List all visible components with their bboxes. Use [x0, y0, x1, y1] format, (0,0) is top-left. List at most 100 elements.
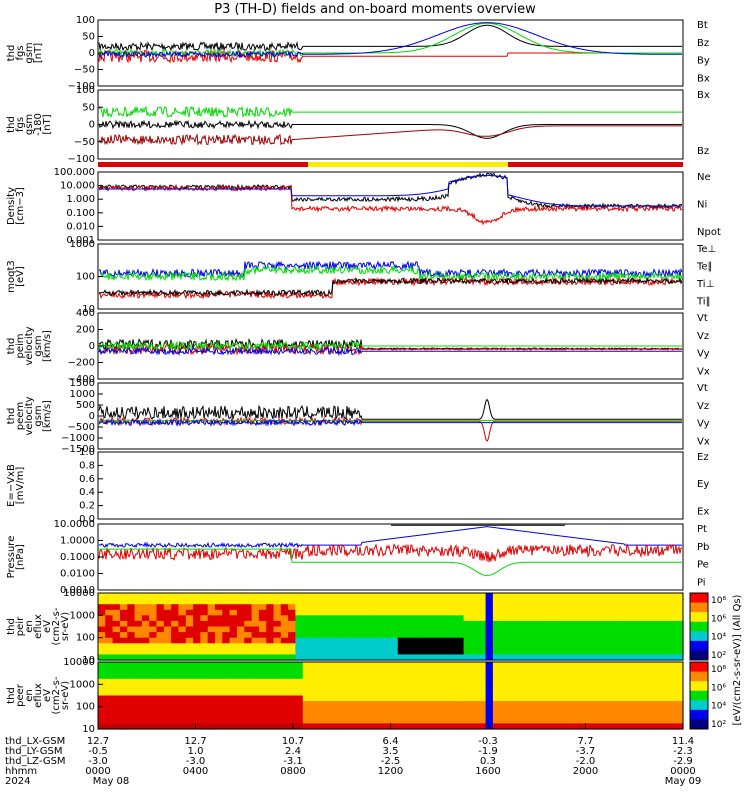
vz-line — [98, 342, 683, 356]
fgs_dsl-ylabel: -180 — [33, 113, 44, 136]
fgs_gsm-ytick: −100 — [68, 81, 95, 92]
ni-line — [98, 171, 682, 210]
x-tick-ly: -3.7 — [576, 746, 596, 757]
fgs_dsl-ylabel: [nT] — [42, 114, 53, 134]
fgs_dsl-ytick: 0 — [89, 120, 95, 131]
x-row-label: thd_LX-GSM — [5, 736, 65, 747]
peir_eflux-ylabel: sr-eV) — [60, 612, 71, 641]
peir_eflux-frame — [97, 592, 684, 661]
peem_velocity-ytick: 500 — [76, 400, 95, 411]
peem_velocity-ylabel: velocity — [24, 396, 35, 435]
pressure-ylabel: [nPa] — [15, 544, 26, 570]
colorbar-tick: 10² — [711, 720, 726, 730]
x-tick-lx: 7.7 — [578, 736, 594, 747]
temperature-legend-Ti⊥: Ti⊥ — [696, 279, 714, 290]
density-ytick: 0.010 — [66, 221, 95, 232]
efield-ytick: 0.6 — [79, 474, 95, 485]
colorbar-segment — [690, 671, 708, 682]
vy-line — [98, 340, 682, 352]
colorbar-tick: 10⁴ — [711, 633, 726, 643]
fgs_dsl-legend-Bz: Bz — [697, 146, 709, 157]
efield-frame — [97, 451, 684, 520]
temperature-legend-Te∥: Te∥ — [696, 261, 713, 272]
peir_eflux-ylabel: en — [24, 620, 35, 633]
peem_velocity-ytick: 1000 — [70, 389, 95, 400]
x-tick-hhmm: 0000 — [85, 766, 110, 777]
fgs_dsl-ytick: −50 — [74, 137, 95, 148]
fgs_gsm-ytick: 50 — [82, 32, 95, 43]
vx-line — [98, 346, 682, 357]
tepar-line — [98, 276, 683, 298]
temperature-ytick: 100 — [76, 272, 95, 283]
temperature-ytick: 10 — [82, 304, 95, 315]
fgs_gsm-legend-Bt: Bt — [697, 20, 708, 31]
temperature-legend-Ti∥: Ti∥ — [696, 296, 711, 307]
peem_velocity-legend-Vt: Vt — [697, 383, 708, 394]
x-tick-lz: 0.3 — [480, 756, 496, 767]
fgs_gsm-ytick: 100 — [76, 15, 95, 26]
peem_velocity-ylabel: gsm — [33, 405, 44, 426]
x-tick-lx: 10.7 — [282, 736, 304, 747]
x-tick-lz: -3.1 — [283, 756, 303, 767]
peim_velocity-ytick: −400 — [68, 374, 95, 385]
x-tick-lx: -0.3 — [478, 736, 498, 747]
efield-legend-Ey: Ey — [697, 479, 709, 490]
colorbar-tick: 10⁶ — [711, 614, 726, 624]
x-tick-hhmm: 1200 — [378, 766, 403, 777]
peer_eflux-ylabel: eV — [42, 689, 53, 702]
pressure-ytick: 0.1000 — [60, 552, 95, 563]
peem_velocity-legend-Vx: Vx — [697, 436, 710, 447]
efield-legend-Ez: Ez — [697, 452, 709, 463]
peir_eflux-ylabel: (cm2-s- — [51, 607, 62, 645]
temperature-ylabel: [eV] — [15, 266, 26, 287]
colorbar-segment — [690, 602, 708, 613]
peer_eflux-ylabel: en — [24, 689, 35, 702]
fgs_gsm-legend-Bx: Bx — [697, 73, 710, 84]
peer-spectrogram — [98, 662, 684, 730]
density-ytick: 10.000 — [60, 181, 95, 192]
pressure-ytick: 10.0000 — [54, 519, 95, 530]
x-tick-lz: -2.0 — [576, 756, 596, 767]
colorbar-segment — [690, 681, 708, 692]
peim_velocity-ylabel: thd — [6, 338, 17, 355]
x-tick-hhmm: 0800 — [280, 766, 305, 777]
peir_eflux-ytick: 100 — [76, 633, 95, 644]
colorbar-frame — [689, 661, 709, 730]
efield-legend-Ex: Ex — [697, 506, 709, 517]
b2-line — [98, 119, 682, 139]
fgs_gsm-legend-By: By — [697, 56, 710, 67]
peem_velocity-ylabel: [km/s] — [42, 400, 53, 432]
peim_velocity-legend-Vt: Vt — [697, 313, 708, 324]
bx-line — [98, 22, 682, 59]
temperature-legend-Te⊥: Te⊥ — [696, 244, 716, 255]
density-ylabel: [cm−3] — [15, 187, 26, 225]
fgs_gsm-ylabel: fgs — [15, 45, 26, 60]
vt2-line — [98, 398, 682, 421]
npot-line — [99, 174, 682, 207]
x-tick-ly: 3.5 — [383, 746, 399, 757]
colorbar-tick: 10⁴ — [711, 702, 726, 712]
peir_eflux-ylabel: eV — [42, 620, 53, 633]
efield-ytick: 0.4 — [79, 487, 95, 498]
region-bar-red-left — [98, 162, 308, 167]
colorbar-segment — [690, 719, 708, 730]
colorbar-segment — [690, 709, 708, 720]
temperature-ytick: 1000 — [70, 239, 95, 250]
peim_velocity-ylabel: gsm — [33, 335, 44, 356]
peem_velocity-legend-Vy: Vy — [697, 419, 710, 430]
efield-ylabel: E=−VxB — [6, 464, 17, 507]
peim_velocity-ytick: −200 — [68, 358, 95, 369]
efield-ytick: 0.2 — [79, 501, 95, 512]
x-row-label: hhmm — [5, 766, 37, 777]
efield-ytick: 1.0 — [79, 447, 95, 458]
peir_eflux-ylabel: eflux — [33, 614, 44, 639]
peim_velocity-ylabel: [km/s] — [42, 330, 53, 362]
colorbar-segment — [690, 621, 708, 632]
fgs_gsm-ytick: 0 — [89, 48, 95, 59]
fgs_dsl-ytick: 50 — [82, 102, 95, 113]
colorbar-tick: 10⁸ — [711, 665, 726, 675]
pressure-legend-Pe: Pe — [697, 560, 709, 571]
peer_eflux-ylabel: sr-eV) — [60, 681, 71, 710]
peem_velocity-ytick: 0 — [89, 411, 95, 422]
peir_eflux-ylabel: peir — [15, 616, 26, 636]
